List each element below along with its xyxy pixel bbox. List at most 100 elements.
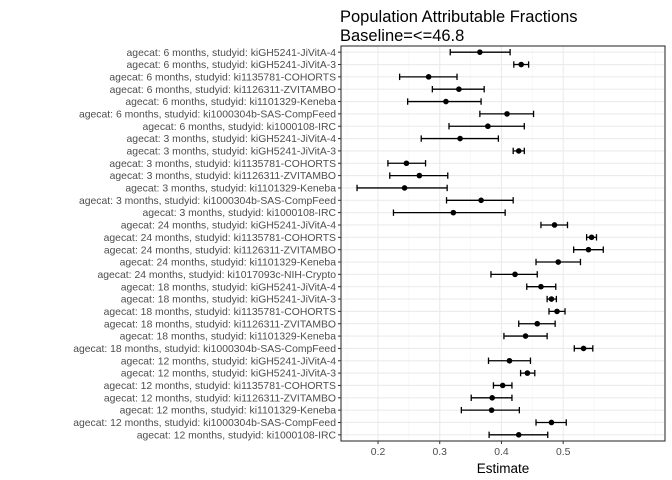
estimate-point — [555, 259, 562, 265]
data-row — [585, 234, 598, 241]
y-tick-label: agecat: 3 months, studyid: ki1126311-ZVI… — [110, 171, 336, 182]
estimate-point — [538, 283, 544, 290]
data-row — [460, 406, 521, 414]
data-row — [548, 308, 566, 315]
data-row — [407, 98, 482, 105]
y-tick-label: agecat: 6 months, studyid: ki1101329-Ken… — [125, 97, 336, 108]
estimate-point — [580, 345, 587, 352]
estimate-point — [477, 49, 483, 55]
estimate-point — [518, 61, 525, 68]
data-row — [431, 86, 485, 93]
y-tick-label: agecat: 6 months, studyid: ki1000108-IRC — [143, 122, 337, 133]
y-tick-label: agecat: 12 months, studyid: ki1000108-IR… — [137, 430, 337, 441]
estimate-point — [489, 394, 496, 401]
data-row — [392, 209, 506, 216]
y-tick-label: agecat: 6 months, studyid: kiGH5241-JiVi… — [127, 48, 337, 59]
estimate-point — [403, 160, 410, 167]
chart-subtitle: Baseline=<=46.8 — [340, 27, 464, 45]
y-tick-label: agecat: 12 months, studyid: ki1126311-ZV… — [104, 393, 336, 404]
data-row — [356, 184, 448, 192]
estimate-point — [515, 148, 522, 154]
estimate-point — [416, 172, 423, 179]
data-row — [488, 431, 549, 439]
data-row — [449, 48, 511, 56]
x-tick-label: 0.4 — [494, 447, 509, 458]
estimate-point — [504, 111, 510, 117]
estimate-point — [551, 222, 558, 228]
y-tick-label: agecat: 3 months, studyid: kiGH5241-JiVi… — [127, 147, 337, 158]
data-row — [445, 197, 514, 204]
x-tick-label: 0.3 — [433, 447, 448, 458]
y-tick-label: agecat: 6 months, studyid: ki1135781-COH… — [109, 72, 336, 83]
y-tick-label: agecat: 6 months, studyid: ki1000304b-SA… — [79, 109, 336, 120]
plot-panel-border — [340, 45, 666, 442]
estimate-point — [522, 333, 529, 339]
data-row — [470, 394, 513, 401]
estimate-point — [585, 246, 592, 253]
estimate-point — [512, 271, 518, 278]
estimate-point — [548, 419, 555, 426]
y-tick-label: agecat: 18 months, studyid: ki1101329-Ke… — [120, 332, 337, 343]
data-row — [535, 419, 567, 426]
plot-panel-background — [341, 46, 665, 441]
y-tick-label: agecat: 3 months, studyid: kiGH5241-JiVi… — [127, 134, 337, 145]
data-row — [546, 295, 558, 303]
y-tick-label: agecat: 12 months, studyid: ki1000304b-S… — [73, 418, 336, 429]
y-tick-label: agecat: 18 months, studyid: ki1135781-CO… — [104, 307, 336, 318]
estimate-point — [450, 209, 457, 216]
estimate-point — [425, 74, 432, 80]
y-tick-label: agecat: 3 months, studyid: ki1000304b-SA… — [79, 196, 336, 207]
data-row — [398, 73, 458, 81]
y-tick-label: agecat: 24 months, studyid: ki1101329-Ke… — [120, 258, 337, 269]
y-tick-label: agecat: 24 months, studyid: ki1126311-ZV… — [104, 245, 336, 256]
y-tick-label: agecat: 12 months, studyid: kiGH5241-JiV… — [121, 356, 336, 367]
estimate-point — [515, 432, 522, 438]
y-tick-label: agecat: 18 months, studyid: kiGH5241-JiV… — [121, 282, 336, 293]
data-row — [573, 246, 604, 253]
y-tick-label: agecat: 6 months, studyid: kiGH5241-JiVi… — [127, 60, 337, 71]
estimate-point — [534, 320, 541, 327]
estimate-point — [478, 197, 484, 204]
y-tick-label: agecat: 18 months, studyid: ki1000304b-S… — [73, 344, 336, 355]
y-tick-label: agecat: 18 months, studyid: kiGH5241-JiV… — [121, 295, 336, 306]
estimate-point — [499, 382, 506, 389]
y-tick-label: agecat: 3 months, studyid: ki1101329-Ken… — [125, 184, 336, 195]
y-tick-label: agecat: 24 months, studyid: ki1135781-CO… — [104, 233, 336, 244]
estimate-point — [588, 234, 595, 241]
data-row — [479, 110, 535, 118]
data-row — [448, 123, 525, 130]
data-row — [519, 369, 536, 377]
estimate-point — [548, 296, 555, 302]
data-row — [540, 221, 569, 229]
data-row — [518, 320, 556, 327]
x-axis-label: Estimate — [477, 461, 530, 476]
estimate-point — [457, 135, 463, 142]
y-tick-label: agecat: 12 months, studyid: kiGH5241-JiV… — [121, 369, 336, 380]
data-row — [512, 147, 525, 155]
y-tick-label: agecat: 18 months, studyid: ki1126311-ZV… — [104, 319, 336, 330]
estimate-point — [485, 123, 491, 130]
data-row — [387, 160, 427, 167]
x-tick-label: 0.5 — [556, 447, 571, 458]
y-tick-label: agecat: 12 months, studyid: ki1135781-CO… — [104, 381, 336, 392]
estimate-point — [401, 185, 408, 191]
data-row — [535, 258, 582, 266]
estimate-point — [488, 407, 495, 413]
data-row — [573, 345, 594, 352]
data-row — [503, 332, 548, 340]
data-row — [389, 172, 449, 179]
data-row — [513, 61, 530, 68]
x-tick-label: 0.2 — [371, 447, 386, 458]
y-tick-label: agecat: 6 months, studyid: ki1126311-ZVI… — [110, 85, 336, 96]
estimate-point — [554, 308, 560, 315]
data-row — [526, 283, 557, 290]
estimate-point — [524, 370, 531, 376]
y-tick-label: agecat: 12 months, studyid: ki1101329-Ke… — [120, 406, 337, 417]
data-row — [490, 271, 538, 278]
chart-title: Population Attributable Fractions — [340, 8, 578, 26]
estimate-point — [443, 98, 449, 105]
y-tick-label: agecat: 24 months, studyid: ki1017093c-N… — [97, 270, 336, 281]
estimate-point — [506, 357, 513, 364]
data-row — [420, 135, 500, 142]
